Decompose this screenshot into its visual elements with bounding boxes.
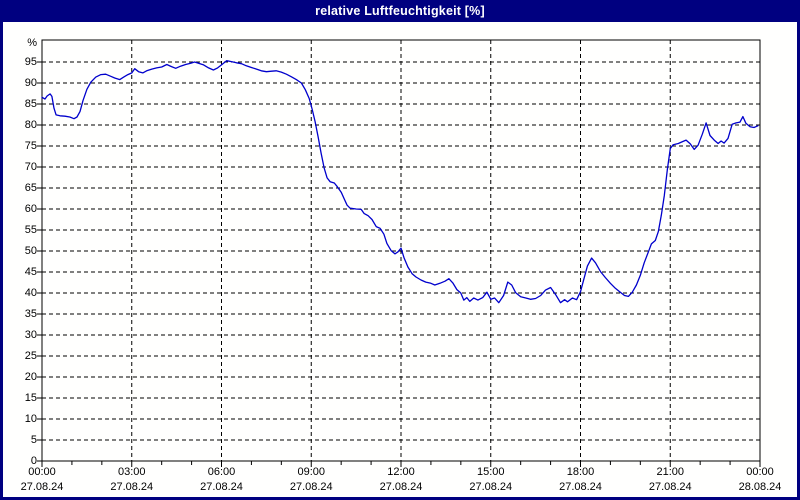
x-tick-time-label: 06:00 xyxy=(207,466,236,478)
x-tick-date-label: 27.08.24 xyxy=(559,481,602,493)
y-tick-label: 85 xyxy=(24,98,37,110)
y-tick-label: 0 xyxy=(30,455,37,467)
y-axis-unit-label: % xyxy=(27,37,37,49)
y-tick-label: 30 xyxy=(24,329,37,341)
x-tick-date-label: 27.08.24 xyxy=(379,481,423,493)
x-tick-time-label: 15:00 xyxy=(476,466,505,478)
window-title: relative Luftfeuchtigkeit [%] xyxy=(315,4,485,18)
y-tick-label: 70 xyxy=(24,161,37,173)
y-tick-label: 50 xyxy=(24,245,37,257)
x-tick-time-label: 09:00 xyxy=(297,466,326,478)
y-tick-label: 55 xyxy=(24,224,37,236)
chart-surface: % 0 5 10 15 20 25 30 35 40 45 50 55 60 65 70 75 80 85 90 95 0… xyxy=(3,22,797,497)
x-tick-time-label: 03:00 xyxy=(117,466,146,478)
x-tick-time-label: 21:00 xyxy=(656,466,685,478)
x-tick-date-label: 27.08.24 xyxy=(648,481,692,493)
y-tick-label: 60 xyxy=(24,203,37,215)
x-tick-date-label: 27.08.24 xyxy=(469,481,513,493)
y-tick-label: 25 xyxy=(24,350,37,362)
x-tick-time-label: 18:00 xyxy=(566,466,595,478)
x-tick-date-label: 28.08.24 xyxy=(738,481,782,493)
y-tick-label: 95 xyxy=(24,56,37,68)
x-tick-date-label: 27.08.24 xyxy=(20,481,64,493)
y-tick-label: 80 xyxy=(24,119,37,131)
titlebar: relative Luftfeuchtigkeit [%] xyxy=(0,0,800,22)
y-tick-label: 20 xyxy=(24,371,37,383)
y-tick-label: 15 xyxy=(24,392,37,404)
y-tick-label: 65 xyxy=(24,182,37,194)
y-tick-label: 75 xyxy=(24,140,37,152)
y-tick-label: 35 xyxy=(24,308,37,320)
y-tick-label: 45 xyxy=(24,266,37,278)
x-tick-time-label: 12:00 xyxy=(387,466,415,478)
humidity-line xyxy=(41,60,759,304)
x-tick-date-label: 27.08.24 xyxy=(200,481,243,493)
x-tick-time-label: 00:00 xyxy=(746,466,774,478)
y-tick-label: 40 xyxy=(24,287,37,299)
y-tick-label: 90 xyxy=(24,77,37,89)
x-tick-date-label: 27.08.24 xyxy=(289,481,333,493)
y-tick-label: 10 xyxy=(24,413,37,425)
x-tick-date-label: 27.08.24 xyxy=(110,481,154,493)
y-tick-label: 5 xyxy=(30,434,37,446)
x-tick-time-label: 00:00 xyxy=(28,466,56,478)
plot-svg xyxy=(37,39,761,467)
